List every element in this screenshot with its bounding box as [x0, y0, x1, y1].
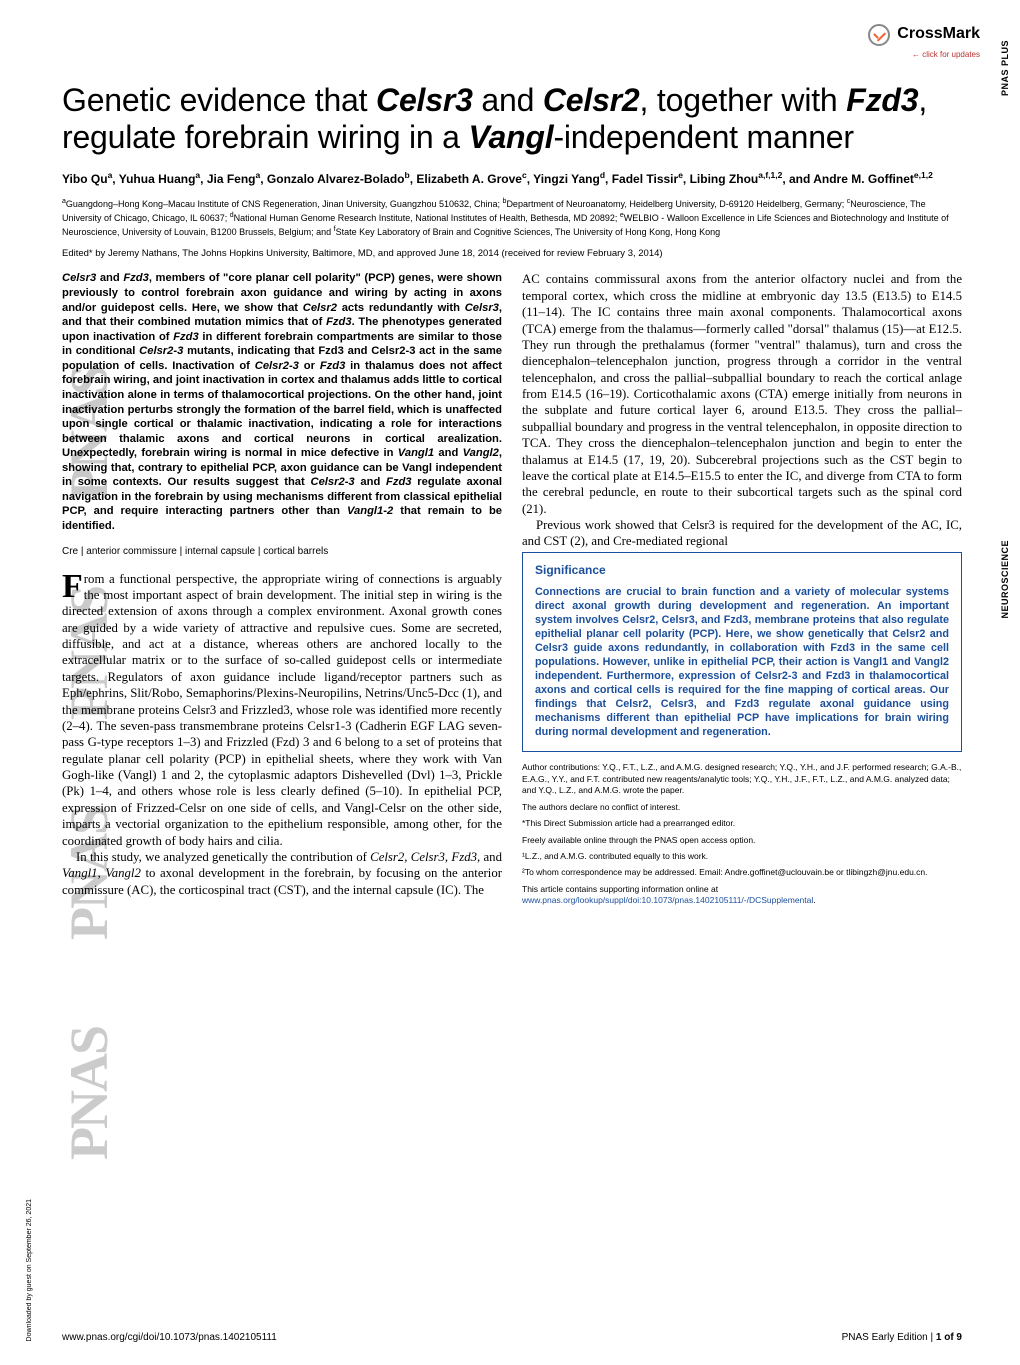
body-para-3: AC contains commissural axons from the a…: [522, 271, 962, 517]
editor-note: *This Direct Submission article had a pr…: [522, 818, 962, 829]
title-gene: Celsr2: [543, 82, 640, 118]
footer-page: 1 of 9: [936, 1332, 962, 1343]
page-footer: www.pnas.org/cgi/doi/10.1073/pnas.140210…: [62, 1332, 962, 1343]
keywords: Cre | anterior commissure | internal cap…: [62, 546, 502, 557]
significance-box: Significance Connections are crucial to …: [522, 552, 962, 752]
significance-body: Connections are crucial to brain functio…: [535, 585, 949, 739]
author-list: Yibo Qua, Yuhua Huanga, Jia Fenga, Gonza…: [62, 170, 962, 188]
footer-edition: PNAS Early Edition: [842, 1332, 928, 1343]
body-para-2: In this study, we analyzed genetically t…: [62, 849, 502, 898]
body-para-4: Previous work showed that Celsr3 is requ…: [522, 517, 962, 550]
supp-text: .: [813, 895, 815, 905]
correspondence-note: ²To whom correspondence may be addressed…: [522, 867, 962, 878]
title-text: , together with: [640, 82, 847, 118]
supp-text: This article contains supporting informa…: [522, 884, 718, 894]
body-para-1: From a functional perspective, the appro…: [62, 571, 502, 849]
article-title: Genetic evidence that Celsr3 and Celsr2,…: [62, 82, 962, 156]
conflict-statement: The authors declare no conflict of inter…: [522, 802, 962, 813]
title-text: and: [473, 82, 543, 118]
equal-contrib-note: ¹L.Z., and A.M.G. contributed equally to…: [522, 851, 962, 862]
download-note: Downloaded by guest on September 26, 202…: [26, 1199, 33, 1341]
footer-sep: |: [928, 1332, 936, 1343]
title-text: Genetic evidence that: [62, 82, 376, 118]
footer-doi[interactable]: www.pnas.org/cgi/doi/10.1073/pnas.140210…: [62, 1332, 277, 1343]
affiliations: aGuangdong–Hong Kong–Macau Institute of …: [62, 197, 962, 238]
open-access-note: Freely available online through the PNAS…: [522, 835, 962, 846]
title-text: -independent manner: [553, 119, 853, 155]
watermark: PNAS PNAS PNAS PNAS: [10, 260, 60, 1160]
title-gene: Fzd3: [846, 82, 918, 118]
author-contributions: Author contributions: Y.Q., F.T., L.Z., …: [522, 762, 962, 796]
title-gene: Vangl: [468, 119, 553, 155]
supplemental-note: This article contains supporting informa…: [522, 884, 962, 907]
side-label-neuroscience: NEUROSCIENCE: [1000, 540, 1010, 619]
supp-link[interactable]: www.pnas.org/lookup/suppl/doi:10.1073/pn…: [522, 895, 813, 905]
significance-heading: Significance: [535, 563, 949, 577]
fine-print: Author contributions: Y.Q., F.T., L.Z., …: [522, 762, 962, 907]
side-label-pnas-plus: PNAS PLUS: [1000, 40, 1010, 96]
footer-right: PNAS Early Edition | 1 of 9: [842, 1332, 962, 1343]
edited-line: Edited* by Jeremy Nathans, The Johns Hop…: [62, 248, 962, 259]
title-gene: Celsr3: [376, 82, 473, 118]
abstract: Celsr3 and Fzd3, members of "core planar…: [62, 271, 502, 533]
